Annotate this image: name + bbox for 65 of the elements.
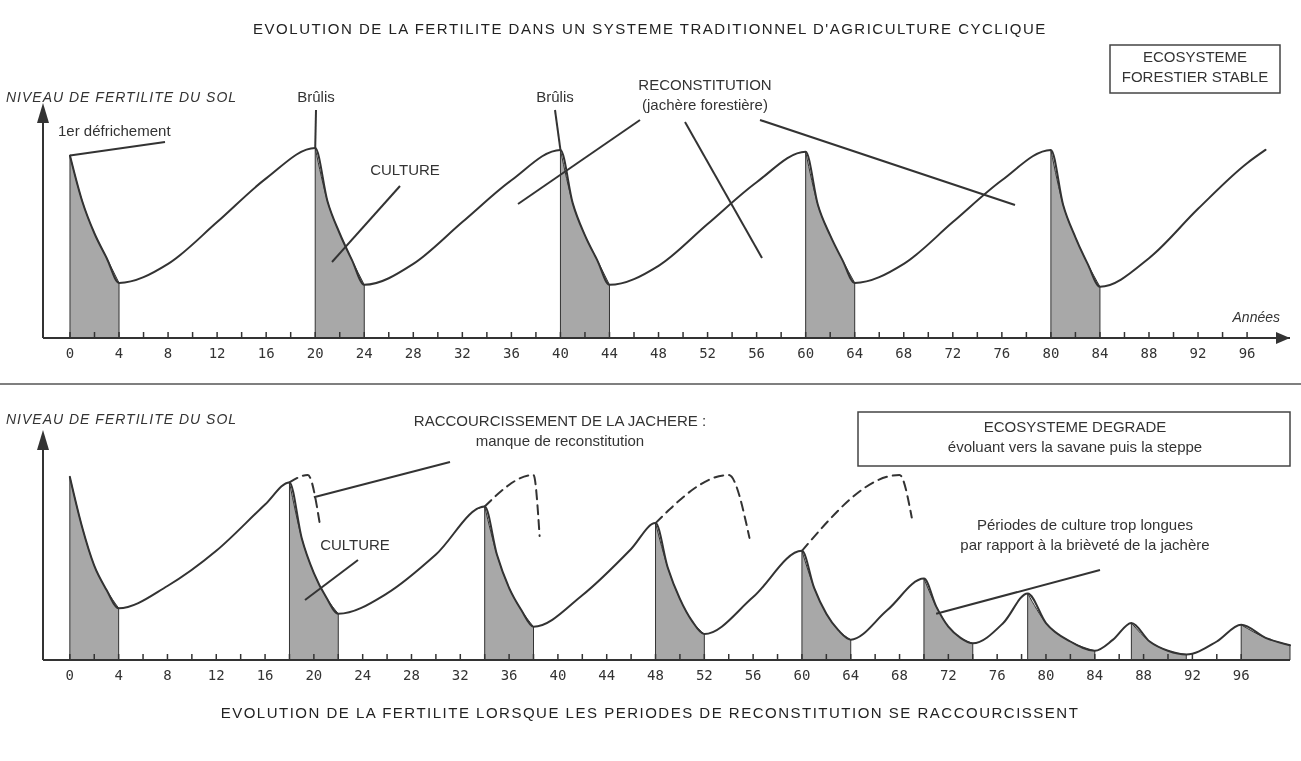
x-tick-label: 32 (451, 667, 469, 683)
x-tick-label: 48 (647, 667, 664, 683)
annotation: Périodes de culture trop longues par rapport à la brièveté de la jachère (960, 516, 1210, 553)
x-tick-label: 28 (403, 667, 420, 683)
x-tick-label: 72 (939, 667, 957, 683)
chart-title: EVOLUTION DE LA FERTILITE DANS UN SYSTEME TRADITIONNEL D'AGRICULTURE CYCLIQUE (253, 20, 1047, 37)
x-tick-label: 80 (1037, 667, 1055, 683)
annotation: CULTURE (370, 161, 440, 178)
x-tick-label: 32 (453, 345, 471, 361)
x-tick-label: 96 (1238, 345, 1256, 361)
x-tick-label: 20 (305, 667, 323, 683)
x-tick-label: 72 (944, 345, 962, 361)
annotation: Brûlis (297, 88, 335, 105)
x-tick-label: 56 (748, 345, 766, 361)
y-axis-title: NIVEAU DE FERTILITE DU SOL (6, 411, 238, 427)
x-axis-title: Années (1231, 309, 1280, 325)
x-tick-label: 84 (1086, 667, 1104, 683)
x-tick-label: 88 (1140, 345, 1158, 361)
x-tick-label: 4 (114, 667, 123, 683)
x-tick-label: 52 (695, 667, 713, 683)
x-tick-label: 20 (306, 345, 324, 361)
annotation: RACCOURCISSEMENT DE LA JACHERE : manque de reconstitution (413, 412, 707, 449)
x-tick-label: 76 (993, 345, 1011, 361)
x-tick-label: 36 (500, 667, 518, 683)
x-tick-label: 40 (552, 345, 569, 361)
x-tick-label: 92 (1189, 345, 1207, 361)
x-tick-label: 12 (208, 345, 226, 361)
x-tick-label: 80 (1042, 345, 1060, 361)
x-tick-label: 60 (793, 667, 811, 683)
x-tick-label: 68 (895, 345, 913, 361)
x-tick-label: 8 (163, 345, 173, 361)
x-tick-label: 56 (744, 667, 762, 683)
x-tick-label: 76 (988, 667, 1006, 683)
x-tick-label: 60 (797, 345, 815, 361)
x-tick-label: 92 (1183, 667, 1201, 683)
x-tick-label: 64 (846, 345, 864, 361)
x-tick-label: 96 (1232, 667, 1250, 683)
x-tick-label: 84 (1091, 345, 1109, 361)
x-tick-label: 16 (256, 667, 274, 683)
x-tick-label: 36 (502, 345, 520, 361)
y-axis-title: NIVEAU DE FERTILITE DU SOL (6, 89, 238, 105)
x-tick-label: 24 (355, 345, 373, 361)
x-tick-label: 4 (114, 345, 124, 361)
x-tick-label: 88 (1135, 667, 1153, 683)
x-tick-label: 0 (65, 667, 75, 683)
x-tick-label: 44 (598, 667, 616, 683)
annotation: 1er défrichement (58, 122, 172, 139)
x-tick-label: 16 (257, 345, 275, 361)
x-tick-label: 44 (601, 345, 618, 361)
x-tick-label: 0 (65, 345, 75, 361)
annotation: CULTURE (320, 536, 390, 553)
x-tick-label: 64 (842, 667, 860, 683)
x-tick-label: 12 (207, 667, 225, 683)
text: ECOSYSTEME DEGRADE évoluant vers la savane puis la steppe (947, 418, 1203, 455)
x-tick-label: 28 (404, 345, 422, 361)
x-tick-label: 40 (549, 667, 567, 683)
x-tick-label: 52 (699, 345, 717, 361)
x-tick-label: 8 (163, 667, 172, 683)
annotation: Brûlis (536, 88, 574, 105)
x-tick-label: 68 (891, 667, 908, 683)
text: RECONSTITUTION (jachère forestière) (638, 76, 772, 113)
x-tick-label: 24 (354, 667, 372, 683)
text: ECOSYSTEME FORESTIER STABLE (1121, 48, 1269, 85)
x-tick-label: 48 (650, 345, 667, 361)
text: EVOLUTION DE LA FERTILITE LORSQUE LES PERIODES DE RECONSTITUTION SE RACCOURCISSENT (220, 704, 1080, 721)
